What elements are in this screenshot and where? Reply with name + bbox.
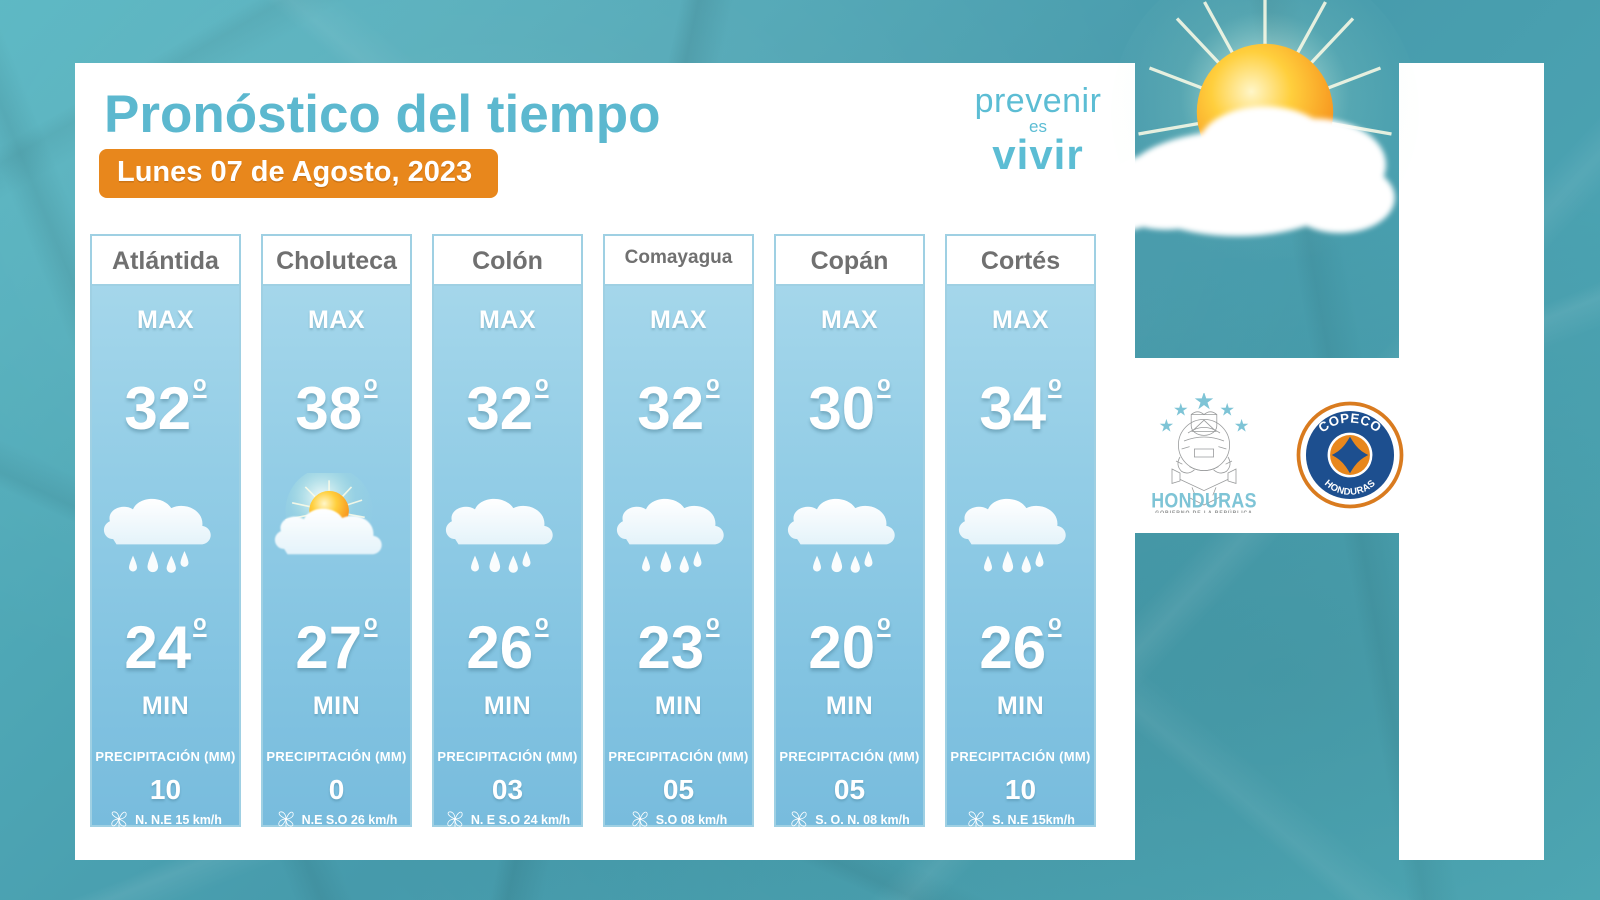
svg-text:HONDURAS: HONDURAS: [1151, 487, 1257, 512]
svg-text:GOBIERNO DE LA REPÚBLICA: GOBIERNO DE LA REPÚBLICA: [1155, 510, 1253, 513]
